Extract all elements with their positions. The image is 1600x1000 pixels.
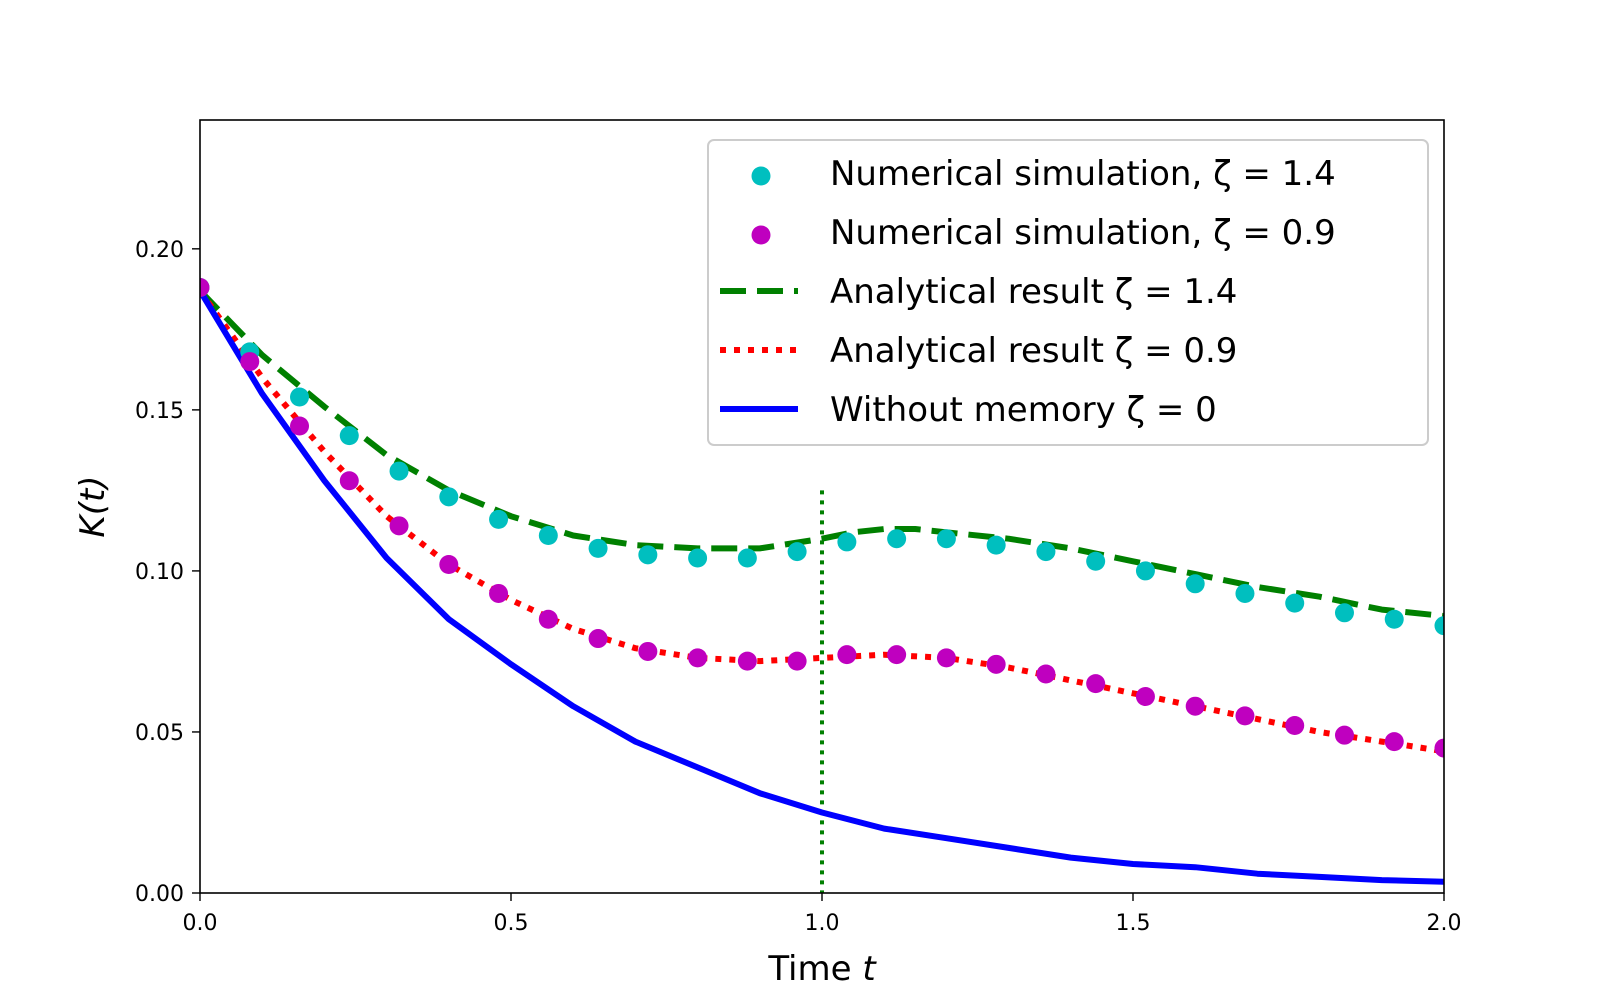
scatter-point [290,387,310,407]
legend-label: Numerical simulation, ζ = 1.4 [830,154,1336,194]
scatter-point [688,548,708,568]
y-axis-title-part-1: K( [73,500,113,537]
scatter-point [638,545,658,565]
scatter-point [1185,696,1205,716]
scatter-point [1384,732,1404,752]
scatter-point [1235,706,1255,726]
legend-label: Analytical result ζ = 1.4 [830,272,1237,312]
scatter-point [1185,574,1205,594]
x-axis-title-var: t [862,949,877,989]
legend-label: Analytical result ζ = 0.9 [830,331,1237,371]
scatter-series-2 [200,277,1444,758]
scatter-point [986,535,1006,555]
scatter-point [837,532,857,552]
scatter-point [200,277,210,297]
y-axis: 0.00 0.05 0.10 0.15 0.20 [135,238,200,907]
legend-item: Analytical result ζ = 1.4 [720,272,1237,312]
scatter-point [787,651,807,671]
scatter-point [339,471,359,491]
scatter-point [1334,603,1354,623]
scatter-point [1135,561,1155,581]
x-tick-label: 1.5 [1116,911,1151,936]
y-axis-title-part-3: ) [73,475,113,491]
scatter-point [290,416,310,436]
y-tick-label: 0.00 [135,882,184,907]
scatter-point [1036,542,1056,562]
scatter-point [688,648,708,668]
scatter-point [787,542,807,562]
scatter-point [1036,664,1056,684]
scatter-point [389,516,409,536]
x-tick-label: 2.0 [1427,911,1462,936]
scatter-point [1086,551,1106,571]
legend-item: Numerical simulation, ζ = 0.9 [751,213,1336,253]
scatter-point [1285,593,1305,613]
legend-item: Without memory ζ = 0 [720,390,1217,430]
scatter-point [737,548,757,568]
y-tick-label: 0.10 [135,560,184,585]
scatter-point [1334,725,1354,745]
y-axis-title-part-2: t [73,487,113,502]
x-tick-label: 0.5 [494,911,529,936]
scatter-point [489,583,509,603]
scatter-point [588,629,608,649]
scatter-point [1235,583,1255,603]
scatter-point [439,554,459,574]
scatter-point [1135,687,1155,707]
scatter-point [1086,674,1106,694]
scatter-point [240,352,260,372]
scatter-point [936,529,956,549]
scatter-point [887,529,907,549]
scatter-point [638,641,658,661]
scatter-point [538,609,558,629]
legend-marker [751,166,771,186]
x-tick-label: 0.0 [183,911,218,936]
scatter-point [339,426,359,446]
x-axis-title: Time t [767,949,877,989]
series-line-3 [200,289,1444,885]
y-tick-label: 0.15 [135,399,184,424]
y-tick-label: 0.20 [135,238,184,263]
x-axis: 0.0 0.5 1.0 1.5 2.0 [183,893,1462,936]
legend: Numerical simulation, ζ = 1.4 Numerical s… [707,139,1429,446]
plot-area [200,277,1444,893]
legend-item: Numerical simulation, ζ = 1.4 [751,154,1336,194]
legend-item: Analytical result ζ = 0.9 [720,331,1237,371]
legend-label: Numerical simulation, ζ = 0.9 [830,213,1336,253]
scatter-point [1434,616,1444,636]
scatter-point [936,648,956,668]
legend-marker [751,225,771,245]
series-line-1 [200,288,1444,619]
scatter-point [389,461,409,481]
y-tick-label: 0.05 [135,721,184,746]
scatter-point [439,487,459,507]
scatter-point [538,525,558,545]
scatter-point [737,651,757,671]
scatter-point [1384,609,1404,629]
scatter-point [588,538,608,558]
legend-label: Without memory ζ = 0 [830,390,1217,430]
y-axis-title: K(t) [73,475,113,537]
x-tick-label: 1.0 [805,911,840,936]
scatter-point [1285,716,1305,736]
scatter-point [887,645,907,665]
scatter-point [1434,738,1444,758]
scatter-point [837,645,857,665]
x-axis-title-text: Time [767,949,862,989]
scatter-point [986,654,1006,674]
legend-box [707,139,1429,446]
scatter-point [489,509,509,529]
